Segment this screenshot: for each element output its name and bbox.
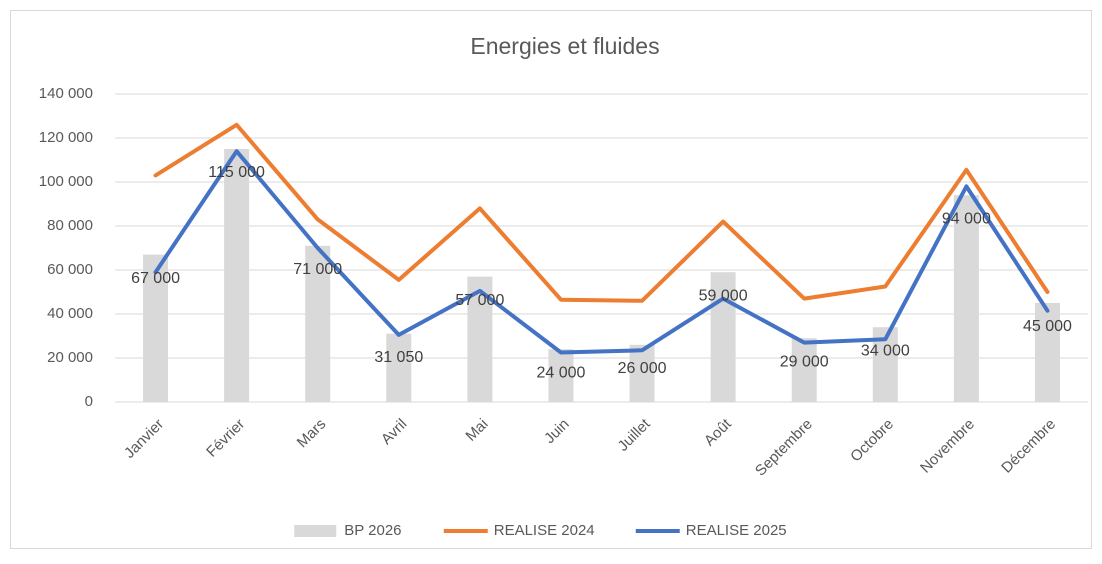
data-label: 24 000 xyxy=(536,364,585,381)
chart-title: Energies et fluides xyxy=(470,33,659,59)
bar xyxy=(791,338,817,402)
data-label: 71 000 xyxy=(293,261,342,278)
data-label: 31 050 xyxy=(374,349,423,366)
legend-label: REALISE 2025 xyxy=(686,522,787,539)
y-tick-label: 120 000 xyxy=(39,129,93,146)
bar xyxy=(1034,303,1060,402)
y-tick-label: 40 000 xyxy=(47,305,93,322)
y-tick-label: 140 000 xyxy=(39,85,93,102)
data-label: 26 000 xyxy=(618,360,667,377)
bar xyxy=(224,149,250,402)
legend-label: BP 2026 xyxy=(344,522,401,539)
legend-swatch xyxy=(294,525,337,537)
bar xyxy=(386,333,412,402)
legend-label: REALISE 2024 xyxy=(494,522,595,539)
y-tick-label: 0 xyxy=(85,393,93,410)
data-label: 45 000 xyxy=(1023,318,1072,335)
y-tick-label: 80 000 xyxy=(47,217,93,234)
bar xyxy=(629,344,655,402)
data-label: 115 000 xyxy=(208,164,265,181)
bar xyxy=(548,349,574,402)
chart-frame xyxy=(10,10,1092,549)
data-label: 34 000 xyxy=(861,342,910,359)
bar xyxy=(710,272,736,402)
line-series xyxy=(153,149,1050,355)
y-tick-label: 20 000 xyxy=(47,349,93,366)
y-tick-label: 60 000 xyxy=(47,261,93,278)
data-label: 59 000 xyxy=(699,287,748,304)
data-label: 94 000 xyxy=(942,210,991,227)
data-label: 29 000 xyxy=(780,353,829,370)
data-label: 57 000 xyxy=(455,292,504,309)
bar xyxy=(305,245,331,402)
line-series xyxy=(153,122,1050,303)
y-tick-label: 100 000 xyxy=(39,173,93,190)
data-label: 67 000 xyxy=(131,270,180,287)
bar xyxy=(953,195,979,402)
bar xyxy=(143,254,169,402)
